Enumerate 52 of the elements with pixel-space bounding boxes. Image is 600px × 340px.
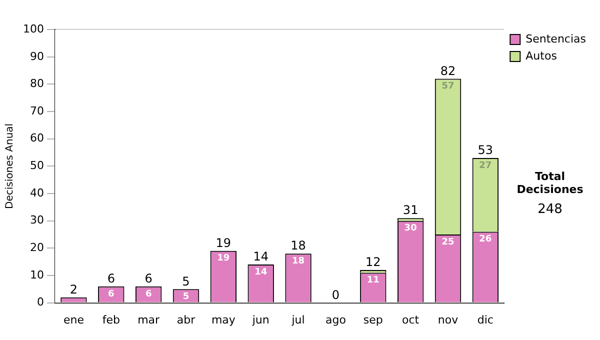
data-label: 11 [366, 276, 380, 286]
data-label: 27 [479, 160, 492, 171]
total-label: 6 [144, 272, 152, 286]
x-tick-label: abr [176, 313, 196, 326]
total-label: 14 [253, 250, 268, 264]
data-label: 25 [442, 237, 454, 248]
total-label: 12 [366, 255, 381, 270]
text: Total Decisiones [516, 170, 584, 196]
total-label: 31 [402, 203, 418, 218]
x-tick-label: nov [438, 313, 459, 326]
y-tick-label: 30 [30, 214, 44, 227]
total-label: 53 [478, 143, 494, 158]
y-tick-label: 50 [30, 159, 44, 172]
y-tick-label: 70 [30, 104, 44, 118]
y-tick-label: 80 [30, 77, 44, 90]
y-tick-label: 90 [30, 50, 44, 63]
data-label: 5 [182, 292, 190, 302]
x-tick-label: ene [63, 313, 84, 326]
total-label: 6 [107, 272, 115, 286]
total-label: 0 [332, 288, 340, 302]
total-label: 18 [290, 238, 306, 253]
data-label: 57 [442, 82, 454, 92]
x-tick-label: feb [102, 313, 120, 326]
data-label: 19 [217, 254, 230, 264]
data-label: 6 [145, 289, 152, 300]
x-tick-label: sep [363, 313, 383, 326]
data-label: 26 [479, 234, 492, 245]
total-label: 82 [440, 64, 456, 78]
x-tick-label: jun [251, 313, 270, 326]
data-label: 14 [254, 267, 268, 278]
legend-label: Sentencias [526, 32, 586, 46]
x-tick-label: ago [325, 313, 346, 326]
x-tick-label: oct [402, 313, 420, 326]
y-tick-label: 100 [22, 22, 44, 36]
data-label: 6 [108, 289, 114, 300]
y-tick-label: 10 [30, 268, 44, 282]
total-label: 5 [182, 274, 190, 288]
y-tick-label: 20 [30, 241, 44, 254]
data-label: 18 [292, 256, 305, 266]
y-axis-title: Decisiones Anual [4, 123, 16, 209]
text: 248 [536, 202, 564, 217]
y-tick-label: 0 [36, 296, 44, 309]
x-tick-label: dic [477, 313, 494, 326]
data-label: 30 [404, 224, 417, 234]
total-label: 19 [216, 236, 232, 250]
y-tick-label: 40 [30, 186, 44, 200]
x-tick-label: may [211, 313, 236, 326]
legend-label: Autos [526, 49, 558, 62]
x-tick-label: mar [138, 313, 160, 326]
x-tick-label: jul [290, 313, 305, 326]
y-tick-label: 60 [30, 132, 44, 145]
total-label: 2 [70, 282, 78, 296]
